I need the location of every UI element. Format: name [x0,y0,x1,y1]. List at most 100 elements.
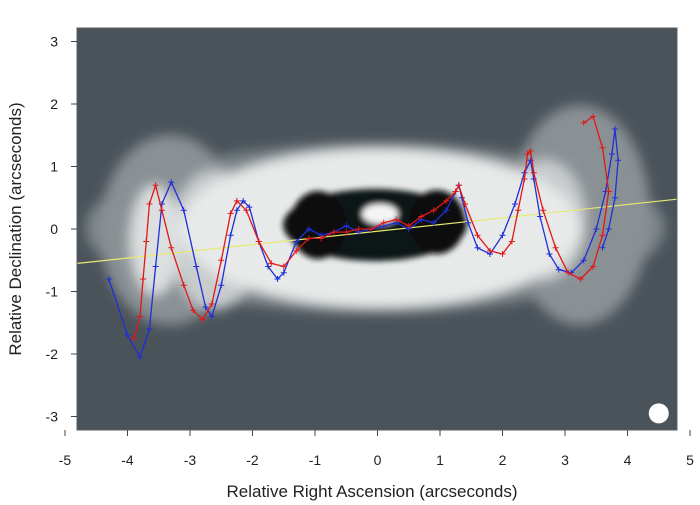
data-point-red [280,263,287,270]
data-point-blue [168,179,175,186]
data-point-red [499,251,506,257]
data-point-blue [246,204,253,211]
data-point-red [158,207,165,214]
data-point-red [599,232,606,239]
data-point-red [590,113,597,120]
x-tick-label: 0 [374,452,382,468]
data-point-red [368,226,375,232]
data-point-blue [293,238,300,245]
y-tick-label: -3 [46,409,59,425]
data-point-red [227,210,234,217]
data-point-red [208,301,215,307]
y-tick-label: 3 [50,34,58,50]
x-tick-label: -3 [184,452,197,468]
data-point-blue [527,157,534,164]
data-point-red [393,216,400,223]
data-point-blue [152,263,159,270]
data-point-blue [546,251,553,257]
data-point-blue [599,244,606,251]
y-tick-label: 1 [50,159,58,175]
series-layer [77,113,677,361]
data-point-blue [146,326,153,332]
data-point-blue [612,194,618,201]
data-point-red [233,197,240,204]
data-point-blue [280,269,287,276]
data-point-blue [305,226,312,232]
data-point-red [474,232,481,239]
data-point-red [605,188,612,195]
data-point-red [462,201,468,207]
data-point-red [452,188,459,195]
data-point-red [268,260,275,267]
data-point-red [380,219,387,226]
data-point-red [565,269,572,276]
data-point-blue [227,232,234,239]
x-tick-label: 1 [436,452,444,468]
data-point-red [455,182,462,189]
data-point-red [137,313,143,320]
data-point-red [130,335,137,342]
x-tick-label: 4 [624,452,632,468]
x-tick-label: 3 [561,452,569,468]
data-point-red [487,247,493,254]
data-point-blue [555,266,562,273]
data-point-blue [208,313,215,320]
plot-area [77,28,677,430]
data-point-blue [240,197,247,204]
x-axis: -5 -4 -3 -2 -1 0 1 2 3 4 5 [59,430,694,468]
data-point-red [355,226,362,232]
x-tick-label: -4 [121,452,134,468]
core-emission [409,190,465,254]
data-point-blue [537,213,543,220]
data-point-red [580,119,587,126]
data-point-red [443,197,450,204]
data-point-blue [343,222,350,229]
data-point-red [540,207,547,214]
data-point-blue [218,282,225,289]
data-point-red [305,235,312,242]
data-point-red [293,247,300,254]
beam-ellipse [648,403,669,424]
data-point-red [255,238,262,245]
data-point-red [530,169,537,176]
y-tick-label: 0 [50,221,58,237]
x-tick-label: 5 [686,452,694,468]
x-axis-title: Relative Right Ascension (arcseconds) [226,482,517,501]
data-point-blue [202,304,209,311]
data-point-blue [274,276,281,282]
y-axis-title: Relative Declination (arcseconds) [6,102,25,355]
data-point-blue [580,257,587,264]
y-tick-label: -1 [46,284,59,300]
data-point-blue [499,232,506,239]
x-tick-label: -2 [246,452,259,468]
data-point-red [190,307,197,314]
data-point-red [218,257,225,264]
data-point-red [405,222,412,229]
data-point-blue [615,157,622,164]
data-point-blue [474,244,481,251]
bright-envelope [130,185,180,295]
data-point-blue [124,332,131,339]
data-point-red [243,207,250,214]
core-emission [362,204,398,224]
data-point-red [199,316,206,323]
data-point-red [577,276,584,282]
data-point-red [599,144,606,151]
data-point-red [418,213,425,220]
model-track-red [133,115,610,339]
data-point-red [590,263,597,270]
y-axis: -3 -2 -1 0 1 2 3 [46,34,77,425]
y-tick-label: 2 [50,96,58,112]
data-point-blue [430,219,437,226]
data-point-red [152,182,159,189]
data-point-red [527,147,534,154]
x-tick-label: -5 [59,452,72,468]
jet-axis-line [77,198,677,264]
data-point-red [143,238,150,245]
data-point-red [430,207,437,214]
core-emission [290,191,346,259]
data-point-red [168,244,175,251]
data-point-blue [443,207,450,214]
data-point-red [146,201,153,207]
